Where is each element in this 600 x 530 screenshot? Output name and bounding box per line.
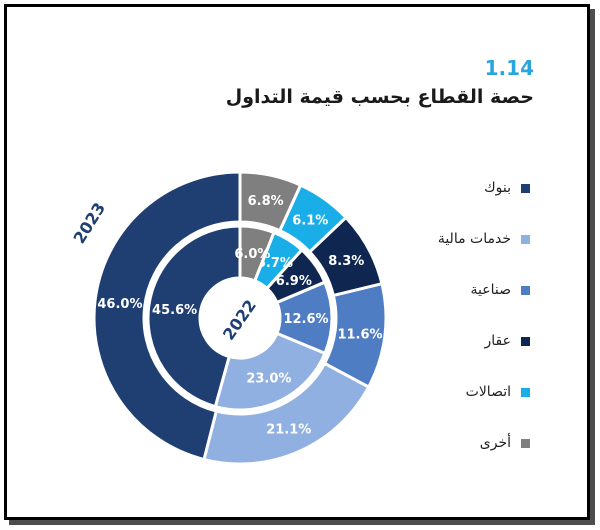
outer-slice-0 xyxy=(92,170,242,462)
legend-swatch-1 xyxy=(521,234,530,244)
legend-swatch-3 xyxy=(521,336,530,346)
inner-slice-3 xyxy=(264,247,327,305)
inner-value-label-1: 23.0% xyxy=(246,371,291,386)
legend-item-4: اتصالات xyxy=(420,380,530,404)
legend-item-1: خدمات مالية xyxy=(420,227,530,251)
inner-value-label-3: 6.9% xyxy=(276,274,312,289)
inner-slice-0 xyxy=(146,224,242,409)
outer-value-label-2: 11.6% xyxy=(337,327,382,342)
outer-value-label-3: 8.3% xyxy=(328,254,364,269)
legend-label-5: أخرى xyxy=(479,435,511,451)
legend-item-5: أخرى xyxy=(420,431,530,455)
outer-ring-2023: 46.0% 21.1% 11.6% 8.3% 6.1% 6.8% xyxy=(92,170,388,466)
legend-swatch-4 xyxy=(521,387,530,397)
outer-value-label-5: 6.8% xyxy=(248,194,284,209)
outer-slice-3 xyxy=(307,215,384,298)
outer-slice-4 xyxy=(277,183,349,255)
legend-label-1: خدمات مالية xyxy=(437,231,511,247)
outer-slice-1 xyxy=(202,361,371,466)
chart-title: حصة القطاع بحسب قيمة التداول xyxy=(225,86,534,108)
legend-item-0: بنوك xyxy=(420,176,530,200)
inner-value-label-5: 6.0% xyxy=(234,247,270,262)
outer-slice-2 xyxy=(322,281,388,390)
inner-value-label-0: 45.6% xyxy=(152,303,197,318)
inner-slice-4 xyxy=(252,230,304,291)
legend-swatch-2 xyxy=(521,285,530,295)
outer-value-label-1: 21.1% xyxy=(266,423,311,438)
series-label-2023: 2023 xyxy=(69,199,109,247)
series-label-2022: 2022 xyxy=(219,296,260,343)
legend-item-2: صناعية xyxy=(420,278,530,302)
inner-value-label-4: 5.7% xyxy=(257,256,293,271)
outer-slice-5 xyxy=(238,170,303,233)
inner-slice-5 xyxy=(238,224,276,283)
outer-value-label-0: 46.0% xyxy=(97,297,142,312)
legend-label-0: بنوك xyxy=(484,180,511,196)
inner-value-label-2: 12.6% xyxy=(283,312,328,327)
legend-label-4: اتصالات xyxy=(465,384,511,400)
legend-swatch-0 xyxy=(521,183,530,193)
inner-slice-1 xyxy=(213,331,327,412)
inner-ring-2022: 45.6% 23.0% 12.6% 6.9% 5.7%6.0% xyxy=(146,224,334,412)
legend-label-2: صناعية xyxy=(470,282,511,298)
legend-swatch-5 xyxy=(521,438,530,448)
figure-number: 1.14 xyxy=(484,56,534,80)
legend-label-3: عقار xyxy=(484,333,511,349)
outer-value-label-4: 6.1% xyxy=(292,213,328,228)
inner-slice-2 xyxy=(274,280,334,356)
legend-item-3: عقار xyxy=(420,329,530,353)
